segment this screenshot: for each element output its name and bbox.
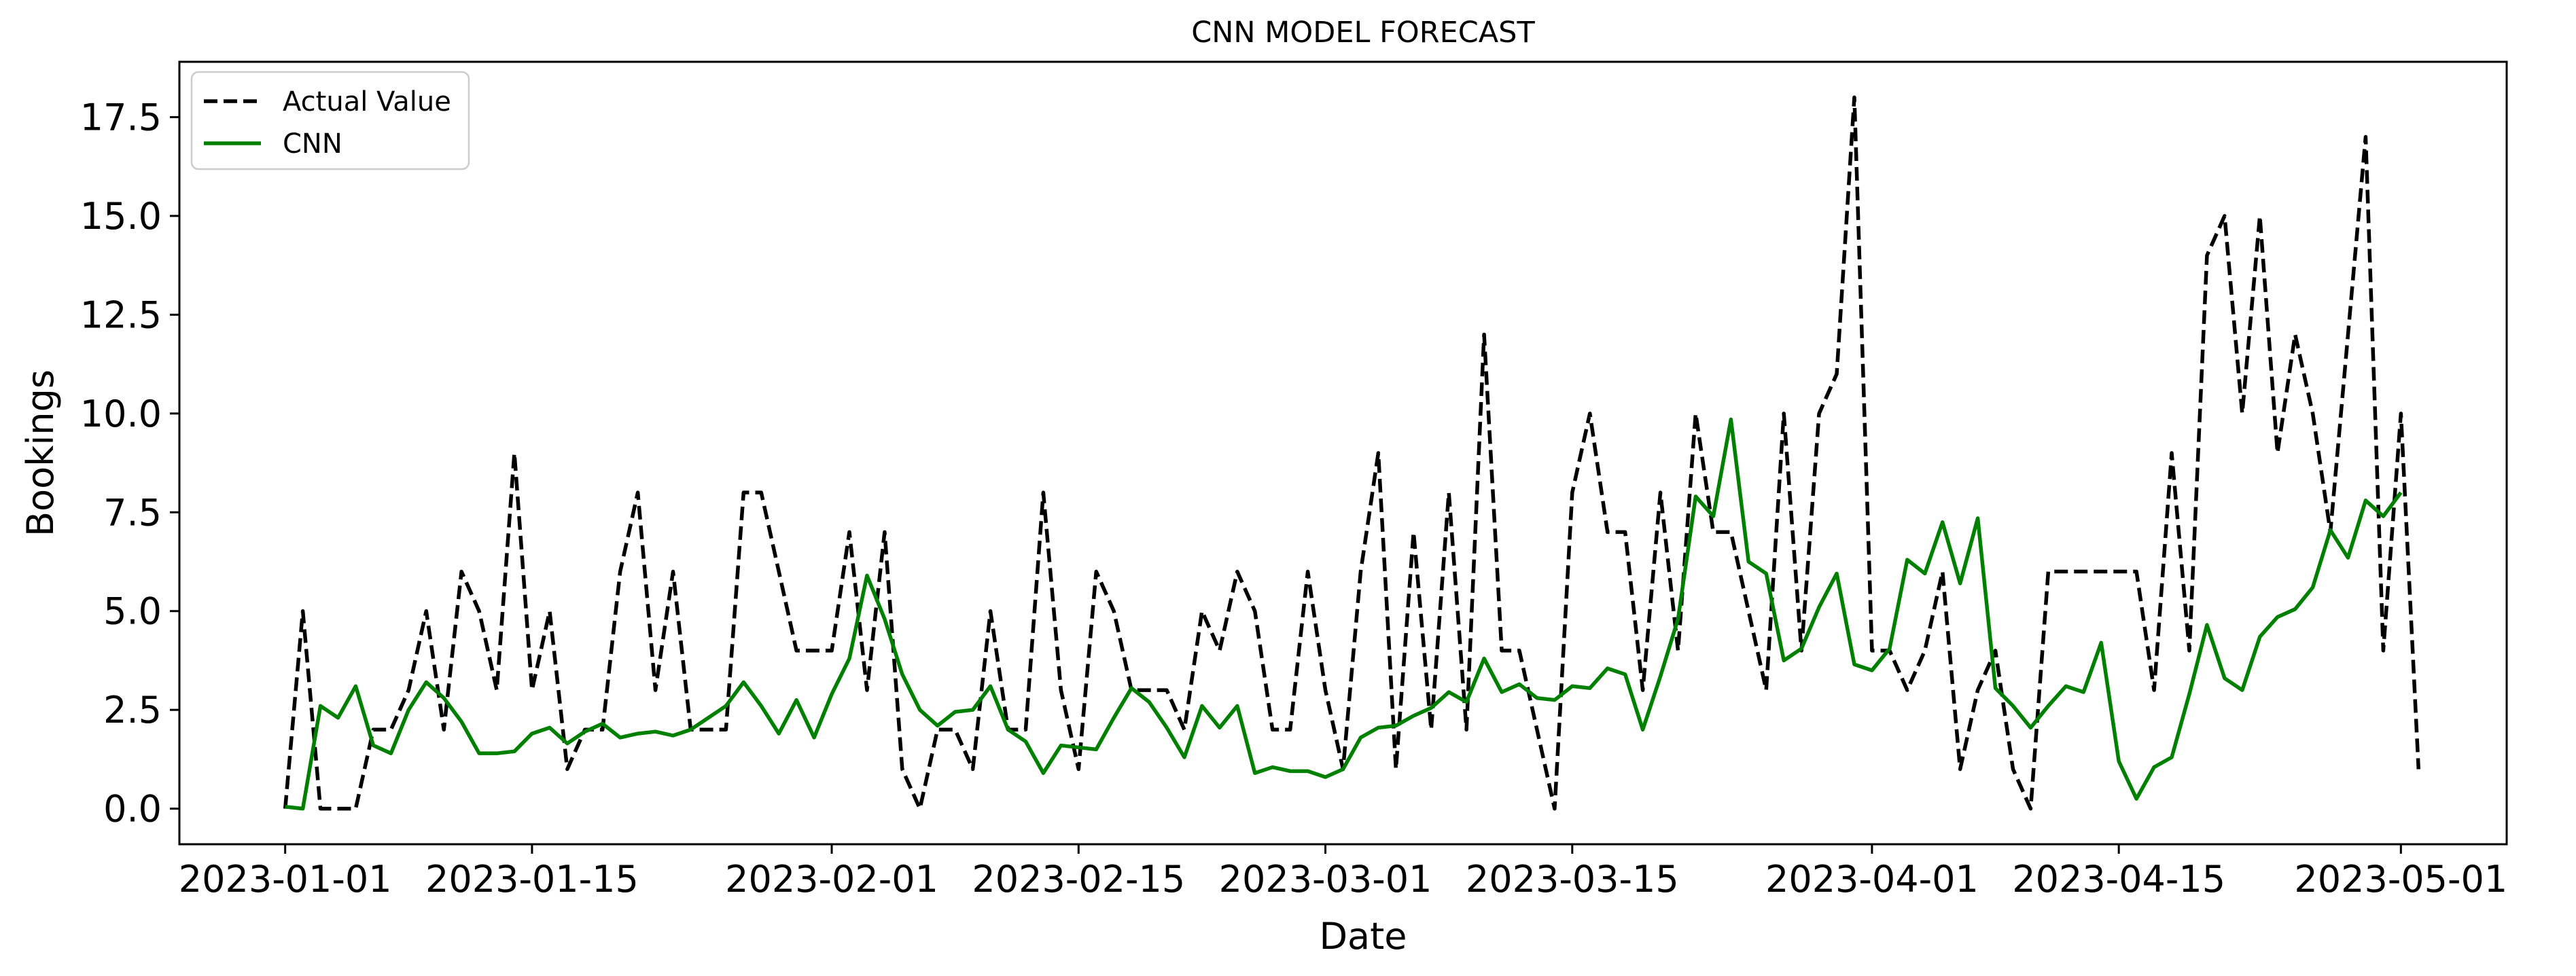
- x-tick-label: 2023-02-01: [725, 858, 938, 901]
- y-tick-label: 7.5: [103, 491, 162, 534]
- series-layer: [283, 95, 2421, 811]
- y-tick-label: 2.5: [103, 689, 162, 731]
- series-line-cnn: [285, 417, 2403, 811]
- y-tick-label: 0.0: [103, 788, 162, 831]
- y-axis: 0.0 2.5 5.0 7.5 10.0 12.5 15.0 17.5: [80, 96, 179, 831]
- y-tick-label: 5.0: [103, 590, 162, 633]
- y-tick-label: 12.5: [80, 293, 162, 336]
- x-tick-label: 2023-03-15: [1466, 858, 1679, 901]
- x-tick-label: 2023-02-15: [972, 858, 1185, 901]
- y-tick-label: 15.0: [80, 195, 162, 238]
- x-axis: 2023-01-01 2023-01-15 2023-02-01 2023-02-15…: [179, 844, 2507, 901]
- legend-label-cnn: CNN: [283, 128, 342, 160]
- x-tick-label: 2023-01-01: [179, 858, 392, 901]
- series-line-actual-value: [283, 95, 2421, 811]
- x-tick-label: 2023-04-01: [1765, 858, 1979, 901]
- legend: Actual Value CNN: [190, 71, 470, 170]
- x-tick-label: 2023-04-15: [2012, 858, 2225, 901]
- plot-area-frame: [178, 60, 2508, 846]
- x-tick-label: 2023-03-01: [1219, 858, 1432, 901]
- x-tick-label: 2023-05-01: [2294, 858, 2507, 901]
- chart-title: CNN MODEL FORECAST: [1191, 16, 1535, 50]
- y-axis-label: Bookings: [19, 369, 62, 537]
- y-tick-label: 17.5: [80, 96, 162, 139]
- x-axis-label: Date: [1319, 915, 1407, 958]
- legend-label-actual: Actual Value: [283, 86, 451, 118]
- y-tick-label: 10.0: [80, 393, 162, 435]
- x-tick-label: 2023-01-15: [425, 858, 639, 901]
